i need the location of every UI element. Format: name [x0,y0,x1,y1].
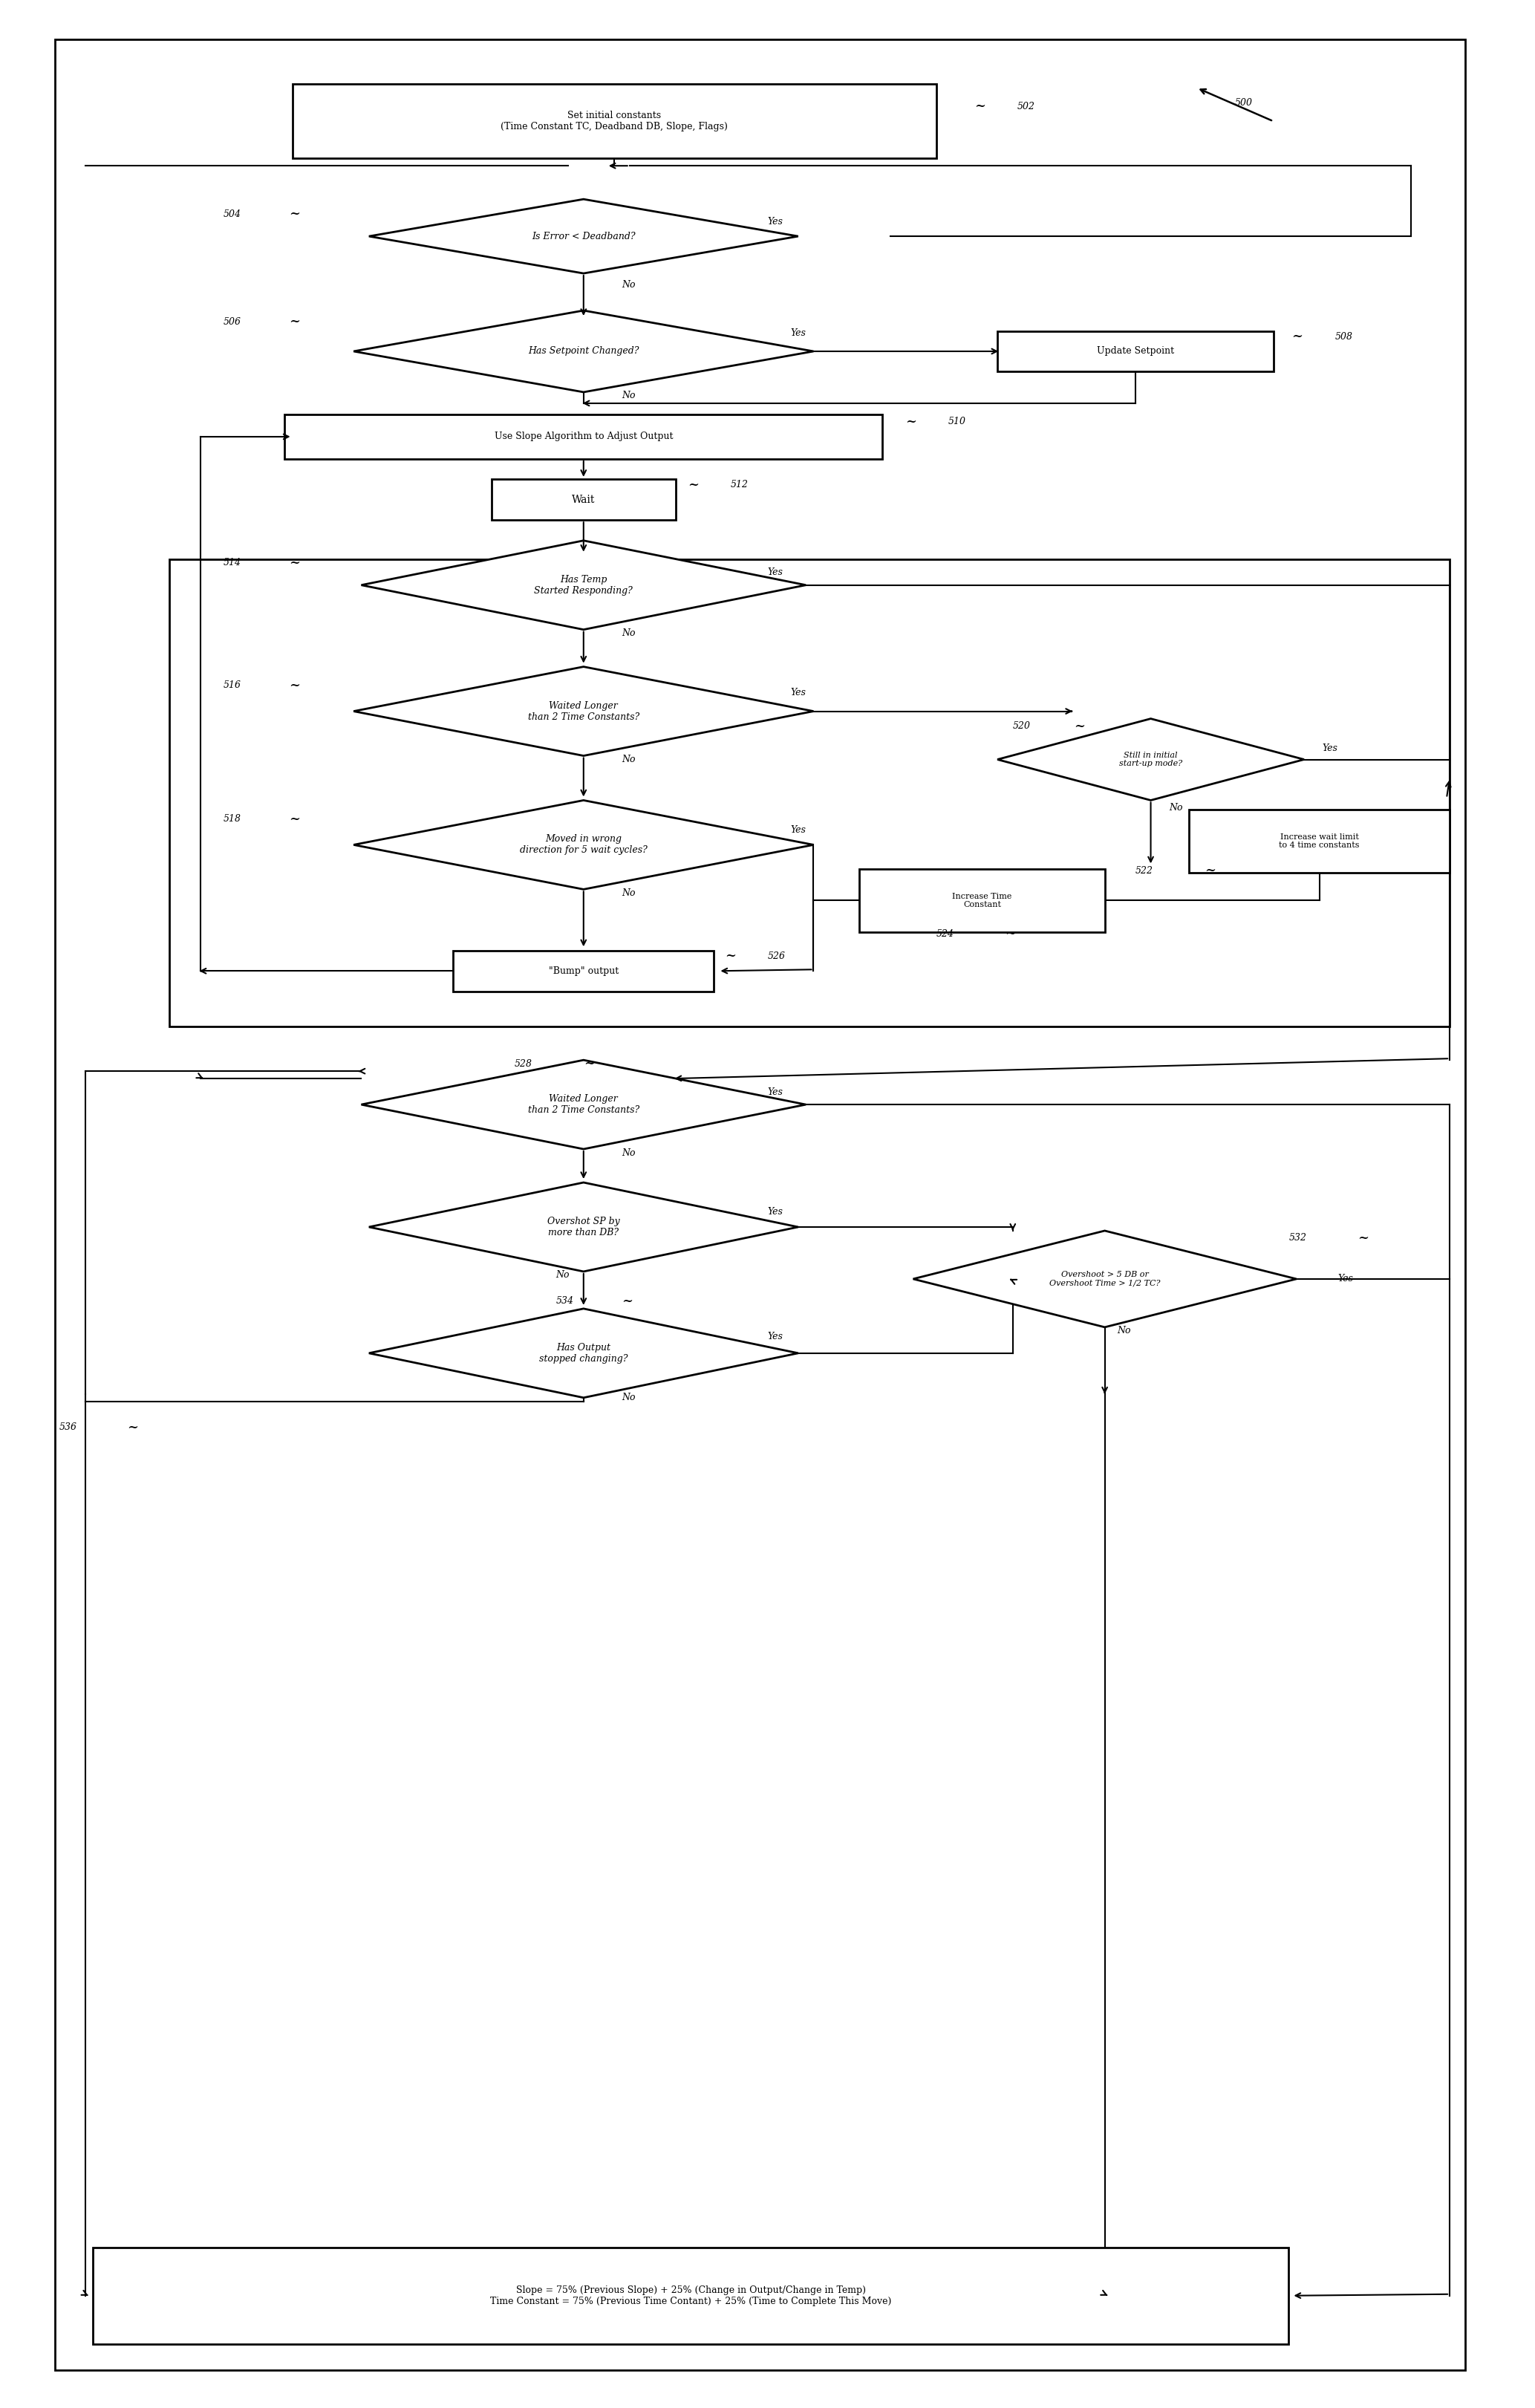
Text: Wait: Wait [573,494,596,506]
Text: ~: ~ [289,207,301,222]
Text: Yes: Yes [768,217,783,226]
Text: 504: 504 [223,209,241,219]
Polygon shape [913,1230,1297,1327]
Text: Still in initial
start-up mode?: Still in initial start-up mode? [1119,751,1182,768]
Text: Yes: Yes [1323,744,1339,754]
Text: ~: ~ [289,679,301,691]
Text: Moved in wrong
direction for 5 wait cycles?: Moved in wrong direction for 5 wait cycl… [520,836,648,855]
FancyBboxPatch shape [292,84,936,159]
FancyBboxPatch shape [453,951,714,992]
Text: 506: 506 [223,318,241,327]
Polygon shape [368,200,798,275]
Text: 522: 522 [1136,867,1153,877]
Text: Yes: Yes [791,689,806,698]
Text: Yes: Yes [768,1332,783,1341]
Text: ~: ~ [1292,330,1303,344]
Polygon shape [368,1308,798,1397]
Polygon shape [361,539,806,628]
Text: ~: ~ [583,1057,594,1072]
Text: ~: ~ [289,811,301,826]
Text: Has Output
stopped changing?: Has Output stopped changing? [539,1344,628,1363]
Text: 534: 534 [556,1296,574,1305]
Text: Overshoot > 5 DB or
Overshoot Time > 1/2 TC?: Overshoot > 5 DB or Overshoot Time > 1/2… [1050,1271,1160,1286]
Text: ~: ~ [1005,927,1016,942]
Text: Yes: Yes [791,327,806,337]
Polygon shape [998,718,1305,799]
Text: 518: 518 [223,814,241,824]
Text: Use Slope Algorithm to Adjust Output: Use Slope Algorithm to Adjust Output [494,431,672,441]
Text: No: No [622,279,635,289]
Text: No: No [622,1149,635,1158]
Text: Has Temp
Started Responding?: Has Temp Started Responding? [534,576,632,595]
Text: Yes: Yes [768,1086,783,1096]
Text: Waited Longer
than 2 Time Constants?: Waited Longer than 2 Time Constants? [528,701,640,722]
FancyBboxPatch shape [998,330,1274,371]
Text: No: No [622,628,635,638]
Text: No: No [1117,1327,1131,1336]
Text: ~: ~ [906,414,916,429]
FancyBboxPatch shape [860,869,1105,932]
Text: Set initial constants
(Time Constant TC, Deadband DB, Slope, Flags): Set initial constants (Time Constant TC,… [500,111,728,132]
Text: ~: ~ [622,1296,632,1308]
Polygon shape [368,1182,798,1271]
Text: Increase Time
Constant: Increase Time Constant [952,893,1012,908]
Text: Waited Longer
than 2 Time Constants?: Waited Longer than 2 Time Constants? [528,1093,640,1115]
Text: Update Setpoint: Update Setpoint [1096,347,1174,356]
Text: 532: 532 [1289,1233,1306,1243]
Text: ~: ~ [688,479,698,491]
Text: 536: 536 [60,1423,77,1433]
Text: ~: ~ [725,949,735,963]
Text: ~: ~ [1074,720,1085,732]
Polygon shape [353,667,814,756]
Text: Yes: Yes [1339,1274,1354,1283]
Text: ~: ~ [975,99,985,113]
Text: 524: 524 [936,929,953,939]
Text: ~: ~ [127,1421,138,1435]
Text: Is Error < Deadband?: Is Error < Deadband? [531,231,635,241]
Text: Has Setpoint Changed?: Has Setpoint Changed? [528,347,639,356]
Text: 510: 510 [949,417,966,426]
Text: Slope = 75% (Previous Slope) + 25% (Change in Output/Change in Temp)
Time Consta: Slope = 75% (Previous Slope) + 25% (Chan… [490,2285,892,2307]
Text: 516: 516 [223,681,241,691]
Text: No: No [622,390,635,400]
Polygon shape [353,311,814,393]
FancyBboxPatch shape [284,414,883,460]
Text: Increase wait limit
to 4 time constants: Increase wait limit to 4 time constants [1279,833,1360,850]
Text: No: No [1170,802,1183,811]
Text: ~: ~ [1357,1230,1369,1245]
Polygon shape [353,799,814,889]
Text: No: No [622,1392,635,1401]
Text: No: No [622,754,635,763]
FancyBboxPatch shape [94,2247,1289,2343]
Text: Yes: Yes [791,826,806,836]
Text: Overshot SP by
more than DB?: Overshot SP by more than DB? [548,1216,620,1238]
Text: "Bump" output: "Bump" output [548,966,619,975]
Text: 508: 508 [1335,332,1352,342]
Text: 514: 514 [223,559,241,568]
Text: 526: 526 [768,951,786,961]
FancyBboxPatch shape [491,479,675,520]
FancyBboxPatch shape [1190,809,1449,872]
Text: No: No [556,1271,569,1281]
Text: 500: 500 [1236,99,1253,108]
Polygon shape [361,1060,806,1149]
Text: 520: 520 [1013,722,1030,732]
Text: 528: 528 [514,1060,533,1069]
Text: ~: ~ [1205,864,1216,877]
Text: No: No [622,889,635,898]
Text: ~: ~ [289,315,301,327]
Text: Yes: Yes [768,568,783,578]
Text: ~: ~ [289,556,301,571]
Text: 502: 502 [1018,101,1035,111]
Text: Yes: Yes [768,1206,783,1216]
Text: 512: 512 [731,479,749,489]
